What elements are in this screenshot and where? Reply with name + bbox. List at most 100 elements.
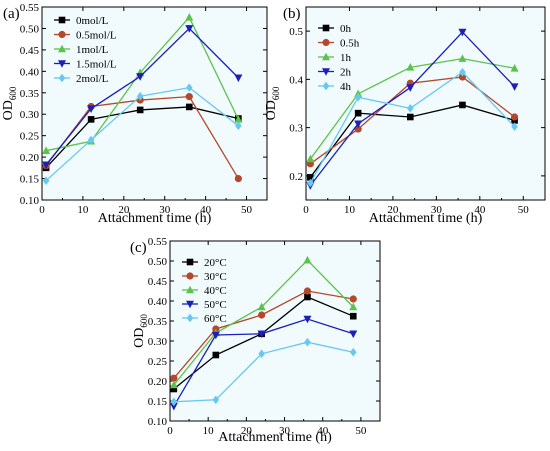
data-point xyxy=(185,25,194,33)
y-tick-label: 0.15 xyxy=(20,174,40,186)
y-axis-label: OD600 xyxy=(264,86,281,120)
x-tick-label: 20 xyxy=(241,425,253,437)
legend-marker xyxy=(322,68,330,76)
data-point xyxy=(510,83,519,91)
x-tick-label: 40 xyxy=(474,204,486,216)
data-point xyxy=(185,83,193,92)
data-point xyxy=(354,109,362,117)
data-point xyxy=(42,161,51,170)
x-tick-label: 20 xyxy=(387,204,399,216)
y-axis-label-main: OD xyxy=(132,328,147,348)
panel-label: (b) xyxy=(283,6,301,22)
data-point xyxy=(234,74,243,83)
legend-label: 50°C xyxy=(204,299,227,311)
x-tick-label: 40 xyxy=(317,425,329,437)
x-tick-label: 20 xyxy=(118,204,130,216)
data-point xyxy=(458,73,467,81)
legend-marker xyxy=(186,313,194,323)
data-point xyxy=(258,311,266,319)
y-tick-label: 0.15 xyxy=(148,396,168,408)
legend-label: 1.5mol/L xyxy=(76,59,117,71)
legend-marker xyxy=(186,258,194,266)
data-point xyxy=(169,402,178,411)
legend-marker xyxy=(322,81,330,91)
data-point xyxy=(257,302,266,311)
x-axis-label: Attachment time (h) xyxy=(369,211,483,226)
data-point xyxy=(354,125,362,133)
data-point xyxy=(349,347,357,357)
y-axis-label-main: OD xyxy=(264,100,279,120)
y-tick-label: 0.25 xyxy=(148,356,168,368)
data-point xyxy=(170,397,178,407)
y-tick-label: 0.50 xyxy=(148,256,168,268)
legend-label: 2h xyxy=(340,67,352,79)
legend-label: 40°C xyxy=(204,285,227,297)
x-tick-label: 0 xyxy=(303,204,309,216)
data-point xyxy=(406,113,414,121)
x-tick-label: 30 xyxy=(159,204,171,216)
data-point xyxy=(42,176,50,185)
y-tick-label: 0.4 xyxy=(289,74,303,86)
data-point xyxy=(136,91,144,101)
data-point xyxy=(406,84,415,92)
chart-panel-1: 0 10 20 30 40 50 0.10 0.15 0.20 0.25 0.30 0.35 0.40 0… xyxy=(1,2,268,226)
data-point xyxy=(303,255,312,264)
y-tick-label: 0.5 xyxy=(289,26,303,38)
y-tick-label: 0.10 xyxy=(20,195,40,207)
x-tick-label: 50 xyxy=(355,425,367,437)
data-point xyxy=(458,28,467,37)
data-point xyxy=(234,174,242,183)
legend-marker xyxy=(322,52,330,61)
data-point xyxy=(304,337,311,347)
x-axis-label: Attachment time (h) xyxy=(218,430,332,445)
legend-marker xyxy=(322,24,330,32)
data-point xyxy=(307,178,314,188)
chart-panel-2: 0 10 20 30 40 50 0.2 0.3 0.4 0.5 Attachment time (… xyxy=(264,6,546,226)
data-point xyxy=(211,331,220,340)
legend-label: 4h xyxy=(340,81,352,93)
data-point xyxy=(304,293,311,301)
x-tick-label: 30 xyxy=(279,425,291,437)
data-point xyxy=(349,302,358,311)
legend-marker xyxy=(322,38,330,47)
data-point xyxy=(406,63,415,71)
legend-marker xyxy=(186,285,194,294)
y-tick-label: 0.55 xyxy=(148,236,168,248)
data-point xyxy=(136,73,145,81)
y-tick-label: 0.30 xyxy=(148,336,168,348)
data-point xyxy=(349,295,357,303)
y-tick-label: 0.35 xyxy=(20,88,40,100)
legend-label: 0.5mol/L xyxy=(76,30,117,42)
data-point xyxy=(459,67,466,77)
x-tick-label: 0 xyxy=(167,425,173,437)
data-point xyxy=(303,287,312,295)
y-tick-label: 0.20 xyxy=(20,152,40,164)
y-axis-label: OD600 xyxy=(1,86,18,120)
data-point xyxy=(87,135,95,145)
data-point xyxy=(212,395,220,405)
y-tick-label: 0.45 xyxy=(148,276,168,288)
legend: 20°C 30°C 40°C 50°C 60°C xyxy=(182,257,227,325)
legend-marker xyxy=(58,16,66,24)
data-point xyxy=(458,54,467,62)
legend-label: 0.5h xyxy=(340,38,360,50)
data-point xyxy=(306,154,315,163)
y-tick-label: 0.50 xyxy=(20,23,40,35)
legend-marker xyxy=(58,73,66,83)
x-tick-label: 10 xyxy=(77,204,89,216)
data-point xyxy=(510,113,519,121)
data-point xyxy=(406,104,414,113)
x-axis-label: Attachment time (h) xyxy=(98,211,212,226)
y-axis-label-main: OD xyxy=(1,100,16,120)
data-point xyxy=(303,315,312,324)
panel-label: (a) xyxy=(3,6,20,22)
legend: 0h 0.5h 1h 2h 4h xyxy=(318,23,360,93)
data-point xyxy=(170,374,178,382)
x-tick-label: 30 xyxy=(431,204,443,216)
y-tick-label: 0.10 xyxy=(148,416,168,428)
legend-label: 0mol/L xyxy=(76,15,109,27)
y-tick-label: 0.25 xyxy=(20,131,40,143)
legend-label: 1h xyxy=(340,52,352,64)
y-tick-label: 0.20 xyxy=(148,376,168,388)
